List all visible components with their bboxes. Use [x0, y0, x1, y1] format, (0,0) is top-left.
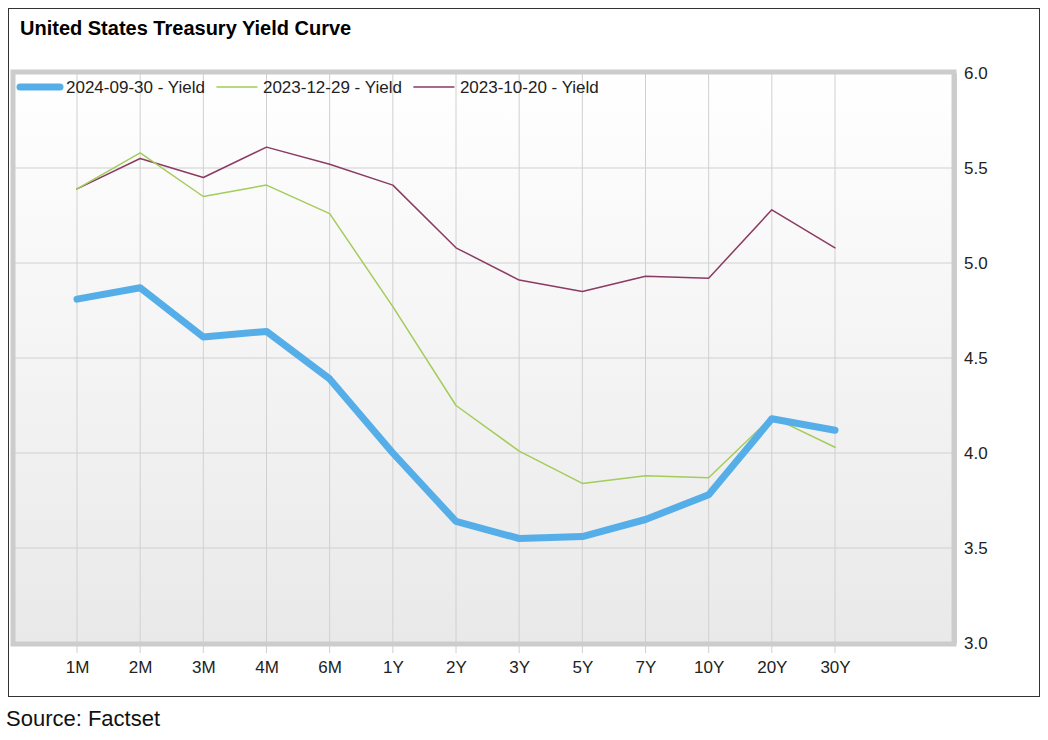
y-tick-label: 4.0 — [964, 444, 988, 463]
grid-line-x — [140, 73, 141, 653]
legend-swatch — [217, 86, 257, 88]
y-tick-label: 5.0 — [964, 254, 988, 273]
y-tick: 6.0 — [956, 64, 988, 83]
y-tick: 5.5 — [956, 159, 988, 178]
grid-line-y — [14, 548, 953, 549]
y-tick-label: 5.5 — [964, 159, 988, 178]
grid — [14, 73, 953, 653]
y-tick-label: 3.5 — [964, 539, 988, 558]
grid-line-x — [456, 73, 457, 653]
x-tick-label: 30Y — [820, 658, 850, 677]
series-group — [77, 147, 835, 538]
x-tick: 3M — [192, 643, 216, 677]
legend-swatch — [414, 86, 454, 88]
series-line — [77, 288, 835, 539]
grid-line-x — [708, 73, 709, 653]
x-tick: 30Y — [820, 643, 850, 677]
x-tick-label: 10Y — [694, 658, 724, 677]
x-axis: 1M 2M 3M 4M 6M 1Y 2Y 3Y 5Y 7Y 10Y 20Y 30Y — [66, 643, 851, 677]
chart-title: United States Treasury Yield Curve — [20, 17, 351, 39]
x-tick: 6M — [318, 643, 342, 677]
y-tick-label: 4.5 — [964, 349, 988, 368]
x-tick-label: 4M — [255, 658, 279, 677]
x-tick-label: 5Y — [572, 658, 593, 677]
grid-line-x — [266, 73, 267, 653]
y-tick: 4.5 — [956, 349, 988, 368]
legend-swatch — [20, 84, 60, 91]
plot-frame — [13, 72, 954, 644]
grid-line-y — [14, 453, 953, 454]
y-tick: 4.0 — [956, 444, 988, 463]
y-axis: 3.0 3.5 4.0 4.5 5.0 5.5 6.0 — [956, 64, 988, 653]
series-line — [77, 153, 835, 484]
x-tick-label: 2M — [129, 658, 153, 677]
grid-line-y — [14, 168, 953, 169]
y-tick: 3.0 — [956, 634, 988, 653]
grid-line-x — [645, 73, 646, 653]
x-tick: 5Y — [572, 643, 593, 677]
x-tick: 7Y — [636, 643, 657, 677]
legend-item: 2023-10-20 - Yield — [414, 78, 599, 97]
grid-line-y — [14, 358, 953, 359]
y-tick: 5.0 — [956, 254, 988, 273]
x-tick: 2Y — [446, 643, 467, 677]
x-tick: 4M — [255, 643, 279, 677]
grid-line-x — [203, 73, 204, 653]
grid-line-x — [329, 73, 330, 653]
legend-item: 2024-09-30 - Yield — [20, 78, 205, 97]
source-note: Source: Factset — [6, 706, 160, 731]
grid-line-x — [771, 73, 772, 653]
legend-label: 2023-12-29 - Yield — [263, 78, 402, 97]
y-axis-line — [956, 74, 957, 644]
grid-line-x — [582, 73, 583, 653]
x-tick: 3Y — [509, 643, 530, 677]
legend-label: 2023-10-20 - Yield — [460, 78, 599, 97]
x-tick: 2M — [129, 643, 153, 677]
x-tick-label: 1M — [66, 658, 90, 677]
y-tick-label: 6.0 — [964, 64, 988, 83]
x-tick-label: 7Y — [636, 658, 657, 677]
legend-label: 2024-09-30 - Yield — [66, 78, 205, 97]
grid-line-x — [392, 73, 393, 653]
x-tick-label: 1Y — [383, 658, 404, 677]
plot-background — [14, 73, 953, 643]
x-tick: 10Y — [694, 643, 724, 677]
chart-root: United States Treasury Yield Curve 1M 2M 3M… — [0, 0, 1048, 740]
legend-item: 2023-12-29 - Yield — [217, 78, 402, 97]
x-tick-label: 3M — [192, 658, 216, 677]
x-tick-label: 3Y — [509, 658, 530, 677]
grid-line-x — [77, 73, 78, 653]
x-tick-label: 20Y — [757, 658, 787, 677]
x-tick-label: 6M — [318, 658, 342, 677]
legend: 2024-09-30 - Yield 2023-12-29 - Yield 2023… — [20, 78, 599, 97]
y-tick-label: 3.0 — [964, 634, 988, 653]
x-tick: 20Y — [757, 643, 787, 677]
x-tick-label: 2Y — [446, 658, 467, 677]
y-tick: 3.5 — [956, 539, 988, 558]
x-tick: 1Y — [383, 643, 404, 677]
x-axis-line — [78, 643, 836, 644]
series-line — [77, 147, 835, 291]
outer-border — [9, 9, 1040, 697]
x-tick: 1M — [66, 643, 90, 677]
grid-line-x — [835, 73, 836, 653]
grid-line-x — [519, 73, 520, 653]
